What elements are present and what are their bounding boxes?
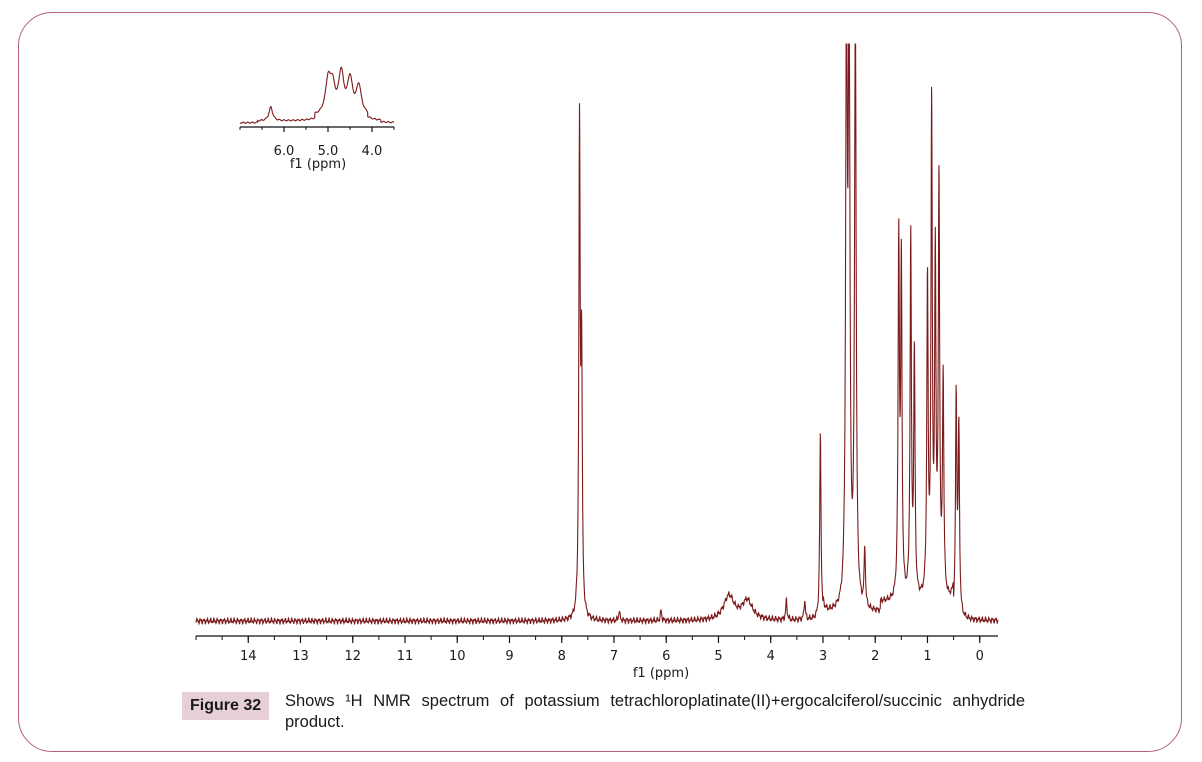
x-tick-label: 8 [558, 649, 566, 664]
x-tick-label: 4.0 [362, 144, 383, 159]
x-tick-label: 3 [819, 649, 827, 664]
spectrum-trace [239, 66, 395, 124]
x-tick-label: 4 [767, 649, 775, 664]
x-tick-label: 6 [662, 649, 670, 664]
x-tick-label: 7 [610, 649, 618, 664]
x-tick-label: 6.0 [274, 144, 295, 159]
x-tick-label: 10 [449, 649, 466, 664]
figure-label: Figure 32 [182, 692, 270, 720]
inset-x-axis-title: f1 (ppm) [290, 157, 346, 172]
spectrum-trace [195, 43, 999, 626]
x-tick-label: 9 [505, 649, 513, 664]
x-tick-label: 11 [397, 649, 414, 664]
x-tick-label: 12 [344, 649, 361, 664]
nmr-spectrum-chart: 6.0 5.0 4.0 f1 (ppm) 14 13 12 11 10 9 8 7 6 5 4 3 2 1 0 … [195, 13, 999, 681]
inset-chart: 6.0 5.0 4.0 f1 (ppm) [239, 66, 395, 172]
x-tick-label: 0 [976, 649, 984, 664]
main-chart: 14 13 12 11 10 9 8 7 6 5 4 3 2 1 0 f1 (ppm) [195, 13, 999, 681]
x-tick-label: 2 [871, 649, 879, 664]
figure-frame [18, 12, 1182, 752]
caption-text: Shows ¹H NMR spectrum of potassium tetra… [285, 692, 1025, 731]
x-tick-label: 5 [714, 649, 722, 664]
x-tick-label: 5.0 [318, 144, 339, 159]
x-axis-title: f1 (ppm) [633, 666, 689, 681]
x-tick-label: 13 [292, 649, 309, 664]
x-tick-label: 14 [240, 649, 257, 664]
x-tick-label: 1 [923, 649, 931, 664]
